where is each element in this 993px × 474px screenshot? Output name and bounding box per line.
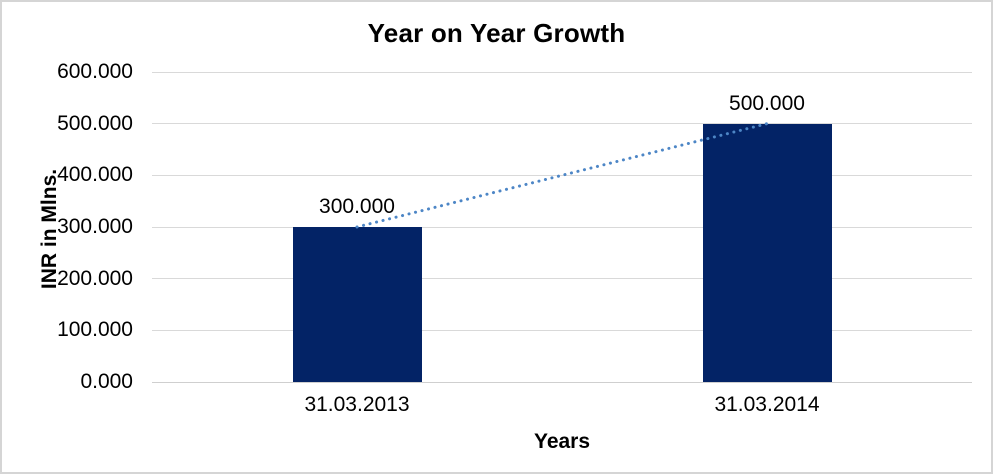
y-tick-label: 400.000 xyxy=(57,163,133,187)
plot-area xyxy=(152,71,972,383)
gridline xyxy=(152,71,972,73)
bar-data-label: 500.000 xyxy=(729,91,805,115)
y-tick-label: 300.000 xyxy=(57,215,133,238)
gridline xyxy=(152,174,972,176)
y-tick-label: 500.000 xyxy=(57,111,133,135)
gridline xyxy=(152,226,972,228)
x-axis-line xyxy=(152,381,972,383)
y-tick-label: 600.000 xyxy=(57,60,133,83)
gridline xyxy=(152,329,972,331)
chart-title: Year on Year Growth xyxy=(367,18,626,48)
x-tick-label: 31.03.2014 xyxy=(714,393,820,416)
x-tick-label: 31.03.2013 xyxy=(304,393,410,416)
gridline xyxy=(152,123,972,125)
x-axis-title: Years xyxy=(533,430,591,453)
y-tick-label: 200.000 xyxy=(57,266,133,290)
gridline xyxy=(152,278,972,280)
bar-31.03.2014 xyxy=(702,123,832,382)
y-tick-label: 0.000 xyxy=(80,370,133,393)
y-tick-label: 100.000 xyxy=(57,318,133,342)
bar-data-label: 300.000 xyxy=(319,195,395,218)
bar-31.03.2013 xyxy=(292,227,422,382)
